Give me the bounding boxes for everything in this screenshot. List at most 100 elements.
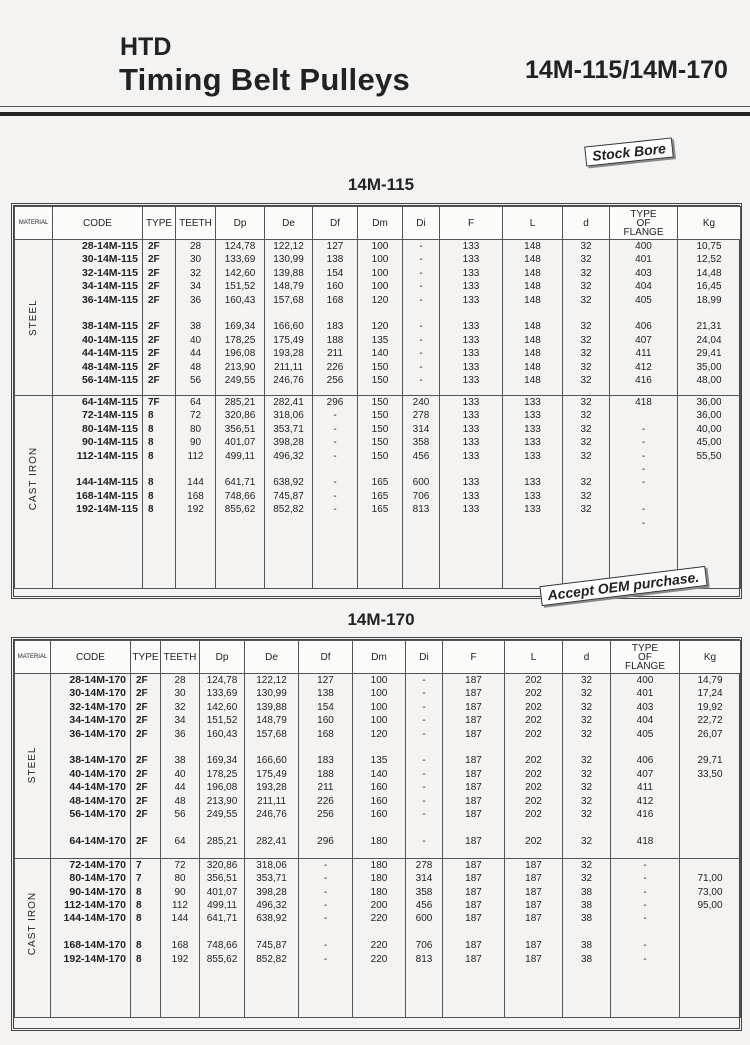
- table-row: 30-14M-170 2F 30 133,69 130,99 138 100-187 202 3…: [15, 687, 741, 701]
- cell: 32: [562, 239, 610, 254]
- cell: [405, 821, 443, 835]
- cell: 246,76: [244, 808, 299, 822]
- table-row: 34-14M-170 2F 34 151,52 148,79 160 100-187 202 3…: [15, 714, 741, 728]
- table-row: CAST IRON 64-14M-115 7F 64 285,21 282,41 296 15…: [14, 394, 741, 589]
- cell: 183: [298, 754, 353, 768]
- cell: [677, 516, 741, 531]
- cell: -: [610, 952, 680, 966]
- cell: 32: [562, 687, 611, 701]
- cell: [679, 912, 741, 926]
- cell: 416: [609, 374, 678, 388]
- cell: [609, 489, 678, 504]
- cell: 8: [130, 885, 161, 899]
- cell: 187: [442, 952, 505, 966]
- column-header: TYPE OF FLANGE: [610, 640, 680, 674]
- cell: 133: [502, 422, 563, 437]
- cell: -: [609, 516, 678, 531]
- column-label: Dp: [215, 651, 229, 663]
- cell: 30: [160, 687, 200, 701]
- table-row: 168-14M-115 8 168 748,66 745,87-165 706 133 133…: [15, 489, 741, 504]
- column-label: MATERIAL: [18, 219, 49, 226]
- cell: 8: [142, 476, 176, 490]
- cell: [679, 834, 741, 849]
- material-group: STEEL 28-14M-170 2F 28 124,78 122,12 127 100-18…: [14, 673, 741, 859]
- cell: [679, 741, 741, 755]
- cell: 71,00: [679, 872, 741, 886]
- cell: 187: [504, 939, 563, 953]
- cell: -: [405, 808, 443, 822]
- cell: 32: [562, 280, 610, 294]
- cell: 2F: [130, 754, 161, 768]
- cell: 745,87: [244, 939, 299, 953]
- cell: [442, 741, 505, 755]
- cell: 33,50: [679, 767, 741, 782]
- cell: 256: [298, 808, 353, 822]
- cell: 187: [442, 673, 505, 688]
- cell: 133: [439, 266, 503, 281]
- table-row: [15, 821, 741, 835]
- cell: 44: [175, 347, 216, 361]
- cell: 400: [609, 239, 678, 254]
- cell: 160: [312, 280, 358, 294]
- cell: [160, 925, 200, 940]
- title-main: Timing Belt Pulleys: [119, 62, 411, 97]
- cell: 34: [175, 280, 216, 294]
- cell: 320,86: [199, 858, 245, 873]
- cell: 8: [130, 939, 161, 953]
- cell: -: [610, 885, 680, 899]
- cell: 72: [160, 858, 200, 873]
- cell: 44-14M-170: [50, 781, 131, 795]
- cell: [442, 821, 505, 835]
- cell: 7: [130, 872, 161, 886]
- cell: 133,69: [199, 687, 245, 701]
- column-label: De: [265, 651, 278, 663]
- cell: 411: [610, 781, 680, 795]
- cell: [405, 925, 443, 940]
- cell: 140: [352, 767, 406, 782]
- cell: [175, 462, 216, 477]
- cell: [52, 462, 143, 477]
- cell: 32: [562, 253, 610, 267]
- table-row: 90-14M-170 8 90 401,07 398,28-180 358 187 187 38…: [15, 885, 741, 899]
- column-label: Kg: [703, 651, 717, 663]
- cell: 148: [502, 253, 563, 267]
- cell: -: [312, 409, 358, 423]
- cell: 21,31: [677, 320, 741, 334]
- cell: [677, 503, 741, 517]
- cell: 112-14M-170: [50, 898, 131, 913]
- cell: [562, 462, 610, 477]
- cell: 40-14M-170: [50, 767, 131, 782]
- cell: -: [610, 912, 680, 926]
- cell: [679, 808, 741, 822]
- material-label: STEEL: [27, 299, 39, 336]
- cell: 240: [402, 395, 440, 410]
- cell: 404: [609, 280, 678, 294]
- cell: 600: [405, 912, 443, 926]
- cell: -: [402, 320, 440, 334]
- column-label: Dm: [371, 651, 387, 663]
- cell: 130,99: [264, 253, 313, 267]
- cell: -: [402, 347, 440, 361]
- cell: [199, 925, 245, 940]
- cell: 8: [130, 898, 161, 913]
- cell: 130,99: [244, 687, 299, 701]
- cell: 166,60: [264, 320, 313, 334]
- cell: 148: [502, 333, 563, 348]
- column-label: Kg: [702, 217, 716, 229]
- cell: 14,79: [679, 673, 741, 688]
- cell: 202: [504, 754, 563, 768]
- column-label: TEETH: [163, 651, 197, 663]
- cell: 168: [175, 489, 216, 504]
- cell: 187: [442, 781, 505, 795]
- cell: 8: [142, 409, 176, 423]
- cell: -: [402, 293, 440, 308]
- cell: 213,90: [199, 794, 245, 809]
- cell: 178,25: [199, 767, 245, 782]
- cell: 44: [160, 781, 200, 795]
- column-label: TYPE: [132, 651, 159, 663]
- cell: 401: [609, 253, 678, 267]
- table-row: 168-14M-170 8 168 748,66 745,87-220 706 187 187…: [15, 939, 741, 953]
- cell: 28: [175, 239, 216, 254]
- cell: 133: [439, 449, 503, 463]
- cell: 187: [442, 767, 505, 782]
